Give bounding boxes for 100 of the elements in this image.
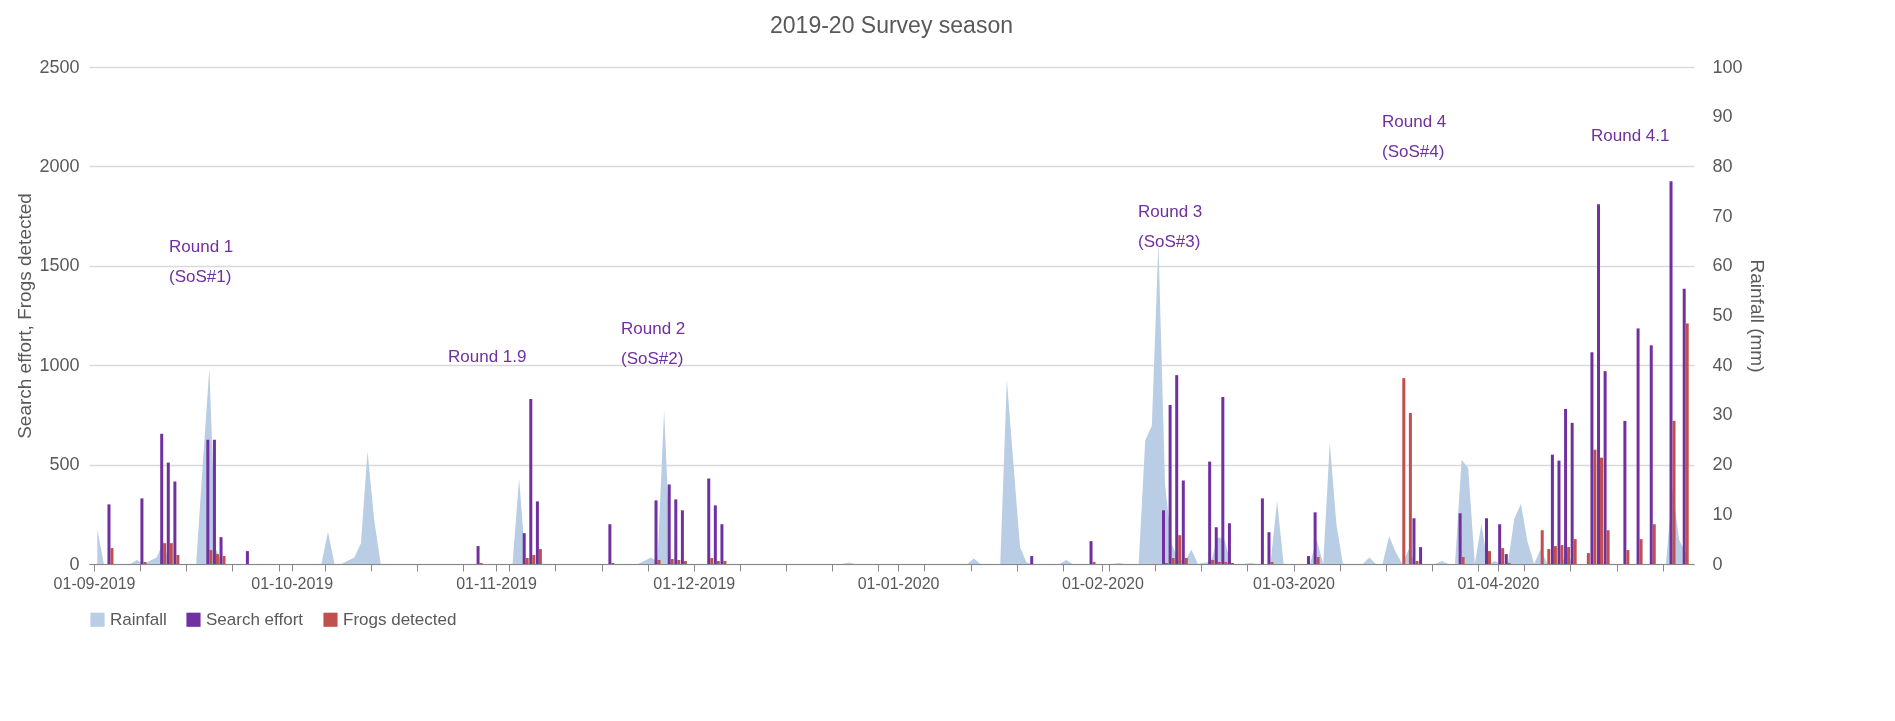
bar [1316,557,1320,564]
bar [1547,549,1551,564]
bar [1682,288,1686,564]
bar [538,549,542,564]
bar [657,560,661,564]
bar [683,561,687,564]
bar [1685,323,1689,564]
bar [1560,545,1564,564]
bar [1672,420,1676,564]
annotation: Round 4.1 [1591,126,1670,145]
bar [1504,554,1508,564]
bar [1639,539,1643,564]
bar [1487,551,1491,564]
bar [206,439,210,564]
y-tick-label: 2500 [39,56,80,77]
bar [1214,527,1218,564]
bar [529,399,533,564]
y2-tick-label: 20 [1712,454,1733,475]
bar [522,533,526,564]
bar [707,478,711,564]
bar [1626,550,1630,564]
bar [107,504,111,564]
y2-tick-label: 100 [1712,56,1743,77]
bar [1227,523,1231,564]
bar [667,484,671,564]
bar [525,558,529,564]
bar [1412,518,1416,564]
bar [1408,412,1412,564]
bar [176,555,180,564]
bar [1221,397,1225,564]
bar [713,505,717,564]
bar [1484,518,1488,564]
bar [1606,530,1610,564]
x-tick-label: 01-03-2020 [1253,574,1336,592]
y2-tick-label: 10 [1712,503,1733,524]
bar [219,537,223,564]
bar [476,546,480,564]
bar [1623,420,1627,564]
legend-label: Rainfall [110,609,167,629]
y2-axis-title: Rainfall (mm) [1746,259,1768,373]
bar [1260,498,1264,564]
x-tick-label: 01-02-2020 [1061,574,1144,592]
x-tick-label: 01-09-2019 [53,574,136,592]
bar [1171,558,1175,564]
bar [680,510,684,564]
bar [209,550,213,564]
bar [670,559,674,564]
bar [1573,539,1577,564]
annotation: Round 1 (SoS#1) [169,237,234,286]
x-tick-label: 01-11-2019 [456,574,537,592]
x-tick-label: 01-04-2020 [1457,574,1540,592]
x-tick-label: 01-10-2019 [251,574,334,592]
x-tick-label: 01-01-2020 [857,574,940,592]
bar [1030,556,1034,564]
bar [1570,422,1574,564]
y-tick-label: 0 [69,553,80,574]
bar [1458,513,1462,564]
bar [1498,524,1502,564]
bar [1540,530,1544,564]
y2-tick-label: 80 [1712,155,1733,176]
legend-label: Search effort [206,609,304,629]
bar [222,556,226,564]
legend-label: Frogs detected [343,609,457,629]
bar [720,524,724,564]
bar [1603,371,1607,564]
bar [674,499,678,564]
bar [110,548,114,564]
bar [169,543,173,564]
annotation: Round 4 (SoS#4) [1382,112,1447,161]
bar [1168,404,1172,564]
y2-tick-label: 50 [1712,305,1733,325]
y2-tick-label: 60 [1712,255,1733,276]
bar [163,543,167,564]
bar [1649,345,1653,564]
annotation: Round 1.9 [448,347,527,366]
bar [1181,480,1185,564]
bar [1557,460,1561,564]
y2-tick-label: 40 [1712,354,1733,375]
bar [1175,375,1179,564]
bar [1564,408,1568,564]
bar [215,554,219,564]
bar [1313,512,1317,564]
y2-tick-label: 70 [1712,205,1733,226]
bar [608,524,612,564]
bar [654,500,658,564]
bar [677,560,681,564]
bar [212,439,216,564]
bar [1089,541,1093,564]
bar [1550,454,1554,564]
bar [1415,561,1419,564]
y-tick-label: 500 [49,454,80,475]
bar [1600,457,1604,564]
x-tick-label: 01-12-2019 [653,574,736,592]
bar [532,555,536,564]
y-tick-label: 1000 [39,354,80,375]
bar [1652,524,1656,564]
bar [1162,510,1166,564]
bar [1586,553,1590,564]
bar [1402,378,1406,564]
y-tick-label: 2000 [39,155,80,176]
